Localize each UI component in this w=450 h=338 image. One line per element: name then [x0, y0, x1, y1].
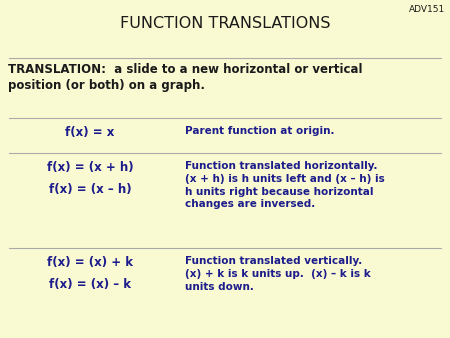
Text: ADV151: ADV151 [409, 5, 445, 14]
Text: Function translated horizontally.
(x + h) is h units left and (x – h) is
h units: Function translated horizontally. (x + h… [185, 161, 385, 210]
Text: f(x) = (x) – k: f(x) = (x) – k [49, 278, 131, 291]
Text: FUNCTION TRANSLATIONS: FUNCTION TRANSLATIONS [120, 16, 330, 31]
Text: Parent function at origin.: Parent function at origin. [185, 126, 334, 136]
Text: Function translated vertically.
(x) + k is k units up.  (x) – k is k
units down.: Function translated vertically. (x) + k … [185, 256, 371, 292]
Text: f(x) = (x) + k: f(x) = (x) + k [47, 256, 133, 269]
Text: TRANSLATION:  a slide to a new horizontal or vertical
position (or both) on a gr: TRANSLATION: a slide to a new horizontal… [8, 63, 363, 93]
Text: f(x) = (x + h): f(x) = (x + h) [47, 161, 133, 174]
Text: f(x) = x: f(x) = x [65, 126, 115, 139]
Text: f(x) = (x – h): f(x) = (x – h) [49, 183, 131, 196]
